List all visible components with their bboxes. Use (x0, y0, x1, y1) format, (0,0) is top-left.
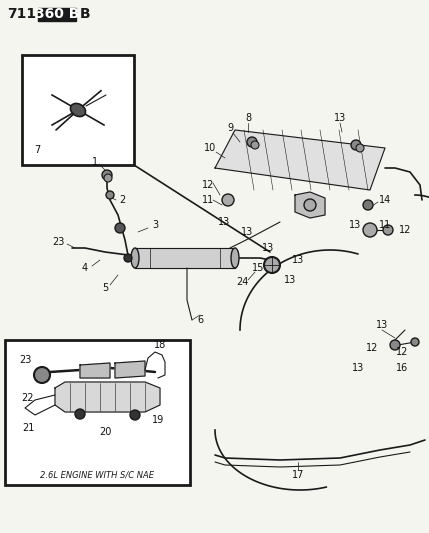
Text: 13: 13 (284, 275, 296, 285)
Text: 2.6L ENGINE WITH S/C NAE: 2.6L ENGINE WITH S/C NAE (40, 471, 154, 480)
Text: 23: 23 (19, 355, 31, 365)
Text: 12: 12 (366, 343, 378, 353)
Circle shape (411, 338, 419, 346)
Text: 13: 13 (349, 220, 361, 230)
Text: 17: 17 (292, 470, 304, 480)
Text: 13: 13 (334, 113, 346, 123)
Polygon shape (115, 361, 145, 378)
Circle shape (247, 137, 257, 147)
Text: 14: 14 (379, 195, 391, 205)
Circle shape (251, 141, 259, 149)
Text: 360 B: 360 B (35, 7, 79, 21)
Circle shape (383, 225, 393, 235)
Ellipse shape (70, 103, 85, 117)
Text: 16: 16 (396, 363, 408, 373)
Text: 13: 13 (241, 227, 253, 237)
Text: 8: 8 (245, 113, 251, 123)
Text: 13: 13 (352, 363, 364, 373)
Bar (5, 340, 190, 485)
Text: 2: 2 (119, 195, 125, 205)
Text: 12: 12 (399, 225, 411, 235)
Text: 21: 21 (22, 423, 34, 433)
Text: 4: 4 (82, 263, 88, 273)
Circle shape (363, 200, 373, 210)
Text: 7111: 7111 (7, 7, 46, 21)
Text: 22: 22 (22, 393, 34, 403)
Text: 10: 10 (204, 143, 216, 153)
Text: 5: 5 (102, 283, 108, 293)
Circle shape (102, 170, 112, 180)
Text: 6: 6 (197, 315, 203, 325)
Text: 20: 20 (99, 427, 111, 437)
Bar (22, 55, 134, 165)
Bar (38, 8, 76, 21)
Text: 13: 13 (218, 217, 230, 227)
Circle shape (363, 223, 377, 237)
Polygon shape (55, 382, 160, 412)
Text: 13: 13 (376, 320, 388, 330)
Text: 7: 7 (34, 145, 40, 155)
Circle shape (124, 254, 132, 262)
Circle shape (130, 410, 140, 420)
Circle shape (356, 144, 364, 152)
Circle shape (264, 257, 280, 273)
Circle shape (75, 409, 85, 419)
Circle shape (351, 140, 361, 150)
Text: 12: 12 (396, 347, 408, 357)
Text: 19: 19 (152, 415, 164, 425)
Circle shape (304, 199, 316, 211)
Polygon shape (295, 192, 325, 218)
Circle shape (104, 174, 112, 182)
Text: 15: 15 (252, 263, 264, 273)
Circle shape (222, 194, 234, 206)
Polygon shape (135, 248, 235, 268)
Ellipse shape (131, 248, 139, 268)
Text: 3: 3 (152, 220, 158, 230)
Text: 12: 12 (202, 180, 214, 190)
Circle shape (223, 195, 233, 205)
Text: 18: 18 (154, 340, 166, 350)
Ellipse shape (231, 248, 239, 268)
Text: 1: 1 (92, 157, 98, 167)
Text: 11: 11 (379, 220, 391, 230)
Text: 13: 13 (262, 243, 274, 253)
Circle shape (390, 340, 400, 350)
Polygon shape (215, 130, 385, 190)
Text: 13: 13 (292, 255, 304, 265)
Text: 11: 11 (202, 195, 214, 205)
Circle shape (106, 191, 114, 199)
Circle shape (115, 223, 125, 233)
Text: 23: 23 (52, 237, 64, 247)
Text: 24: 24 (236, 277, 248, 287)
Text: B: B (80, 7, 91, 21)
Polygon shape (80, 363, 110, 378)
Circle shape (34, 367, 50, 383)
Text: 9: 9 (227, 123, 233, 133)
